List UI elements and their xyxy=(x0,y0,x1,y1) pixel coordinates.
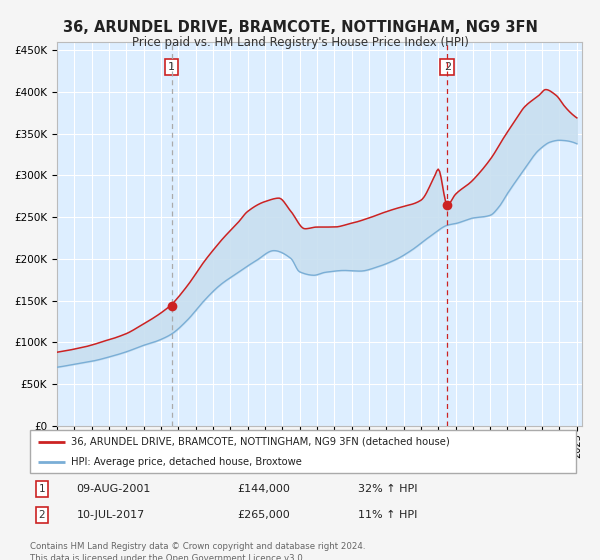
Text: 2: 2 xyxy=(38,510,46,520)
Text: 36, ARUNDEL DRIVE, BRAMCOTE, NOTTINGHAM, NG9 3FN (detached house): 36, ARUNDEL DRIVE, BRAMCOTE, NOTTINGHAM,… xyxy=(71,437,450,447)
Text: 36, ARUNDEL DRIVE, BRAMCOTE, NOTTINGHAM, NG9 3FN: 36, ARUNDEL DRIVE, BRAMCOTE, NOTTINGHAM,… xyxy=(62,20,538,35)
Text: 32% ↑ HPI: 32% ↑ HPI xyxy=(358,484,417,493)
Text: 11% ↑ HPI: 11% ↑ HPI xyxy=(358,510,417,520)
Text: 1: 1 xyxy=(38,484,46,493)
Text: 10-JUL-2017: 10-JUL-2017 xyxy=(76,510,145,520)
Text: £144,000: £144,000 xyxy=(238,484,290,493)
Text: HPI: Average price, detached house, Broxtowe: HPI: Average price, detached house, Brox… xyxy=(71,458,302,467)
Text: 09-AUG-2001: 09-AUG-2001 xyxy=(76,484,151,493)
Text: 2: 2 xyxy=(444,62,451,72)
Text: £265,000: £265,000 xyxy=(238,510,290,520)
Text: 1: 1 xyxy=(168,62,175,72)
Text: Price paid vs. HM Land Registry's House Price Index (HPI): Price paid vs. HM Land Registry's House … xyxy=(131,36,469,49)
Text: Contains HM Land Registry data © Crown copyright and database right 2024.
This d: Contains HM Land Registry data © Crown c… xyxy=(30,542,365,560)
